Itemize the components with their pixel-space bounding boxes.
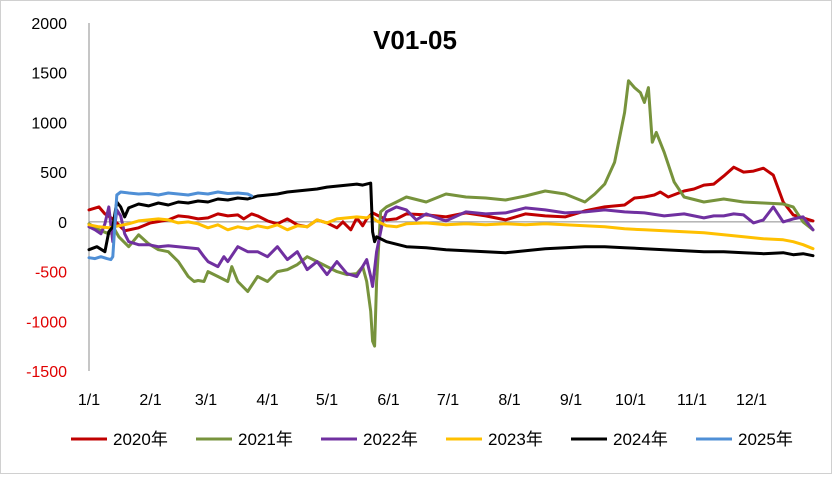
legend-label-2025: 2025年: [738, 430, 793, 449]
x-tick-label: 2/1: [139, 392, 161, 409]
x-tick-label: 1/1: [78, 392, 100, 409]
x-tick-label: 7/1: [437, 392, 459, 409]
y-axis-ticks: 2000 1500 1000 500 0 -500 -1000 -1500: [26, 16, 67, 381]
legend-label-2020: 2020年: [113, 430, 168, 449]
y-tick-label: -1500: [26, 364, 67, 381]
x-tick-label: 4/1: [256, 392, 278, 409]
series-line-2022: [87, 205, 815, 288]
y-tick-label: 500: [40, 165, 67, 182]
series-line-2021: [87, 79, 815, 348]
y-tick-label: 1000: [31, 115, 67, 132]
legend: 2020年 2021年 2022年 2023年 2024年 2025年: [71, 430, 793, 449]
x-axis-ticks: 1/1 2/1 3/1 4/1 5/1 6/1 7/1 8/1 9/1 10/1 11/1 12/1: [78, 392, 767, 409]
x-tick-label: 8/1: [498, 392, 520, 409]
y-tick-label: 2000: [31, 16, 67, 33]
x-tick-label: 12/1: [736, 392, 767, 409]
legend-label-2021: 2021年: [238, 430, 293, 449]
x-tick-label: 9/1: [560, 392, 582, 409]
series-line-2020: [87, 165, 815, 233]
y-tick-label: -1000: [26, 314, 67, 331]
x-tick-label: 10/1: [615, 392, 646, 409]
y-tick-label: -500: [35, 265, 67, 282]
legend-label-2024: 2024年: [613, 430, 668, 449]
x-tick-label: 11/1: [677, 392, 707, 409]
legend-label-2023: 2023年: [488, 430, 543, 449]
legend-label-2022: 2022年: [363, 430, 418, 449]
series-line-2024: [87, 181, 815, 258]
x-tick-label: 5/1: [316, 392, 338, 409]
x-tick-label: 6/1: [377, 392, 399, 409]
series-line-2023: [87, 214, 815, 251]
series-line-2025: [87, 190, 254, 262]
series-lines: [87, 79, 815, 348]
y-tick-label: 1500: [31, 66, 67, 83]
x-tick-label: 3/1: [195, 392, 217, 409]
y-tick-label: 0: [58, 215, 67, 232]
chart-title: V01-05: [373, 25, 457, 55]
